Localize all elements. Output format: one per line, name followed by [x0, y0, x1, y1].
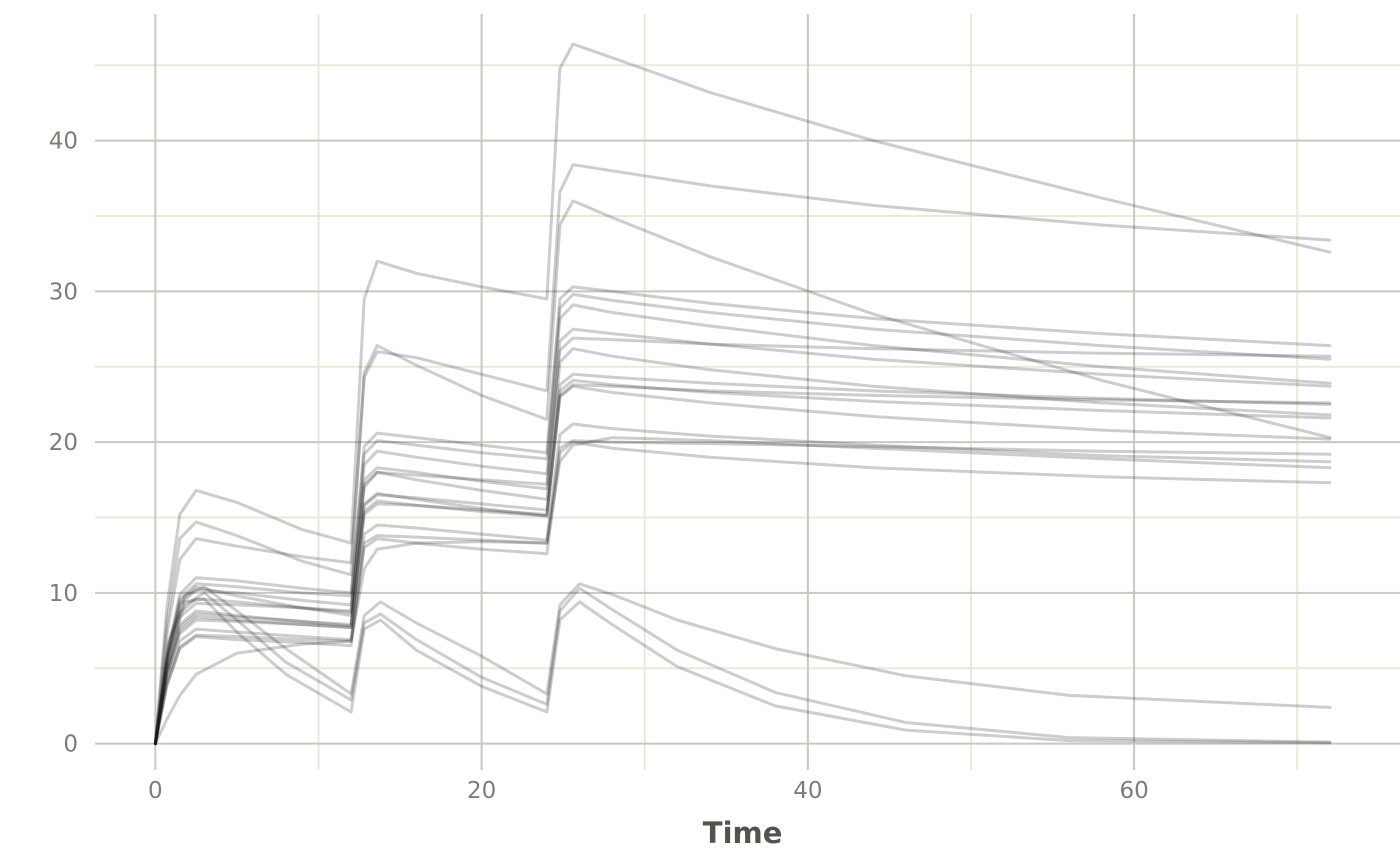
series-line-subject-10 — [153, 378, 1332, 746]
major-gridlines — [95, 14, 1400, 770]
series-line-subject-13 — [153, 422, 1332, 746]
x-tick-label: 0 — [148, 778, 163, 804]
series-line-subject-17 — [153, 582, 1332, 746]
series-line-subject-14 — [153, 439, 1332, 746]
series-line-subject-07 — [153, 327, 1332, 746]
y-tick-label: 20 — [49, 430, 78, 456]
x-tick-label: 60 — [1119, 778, 1148, 804]
x-axis-title: Time — [703, 816, 783, 850]
y-tick-label: 10 — [49, 581, 78, 607]
series-line-subject-01 — [153, 42, 1332, 746]
series-line-subject-20 — [153, 347, 1332, 746]
axis-tick-labels: 0 20 40 60 0 10 20 30 40 — [49, 129, 1149, 804]
series-line-subject-12 — [153, 384, 1332, 746]
x-tick-label: 20 — [467, 778, 496, 804]
series-line-subject-06 — [153, 303, 1332, 746]
series-line-subject-16 — [153, 436, 1332, 746]
series-line-subject-15 — [153, 440, 1332, 746]
series-line-subject-19 — [153, 597, 1332, 746]
y-tick-label: 0 — [63, 732, 78, 758]
series-lines — [153, 42, 1332, 746]
x-tick-label: 40 — [793, 778, 822, 804]
series-line-subject-11 — [153, 383, 1332, 746]
series-line-subject-05 — [153, 292, 1332, 746]
series-line-subject-03 — [153, 199, 1332, 746]
series-line-subject-18 — [153, 586, 1332, 746]
y-tick-label: 40 — [49, 129, 78, 155]
series-line-subject-09 — [153, 372, 1332, 746]
series-line-subject-02 — [153, 163, 1332, 746]
y-tick-label: 30 — [49, 279, 78, 305]
series-line-subject-08 — [153, 336, 1332, 746]
series-line-subject-04 — [153, 285, 1332, 746]
